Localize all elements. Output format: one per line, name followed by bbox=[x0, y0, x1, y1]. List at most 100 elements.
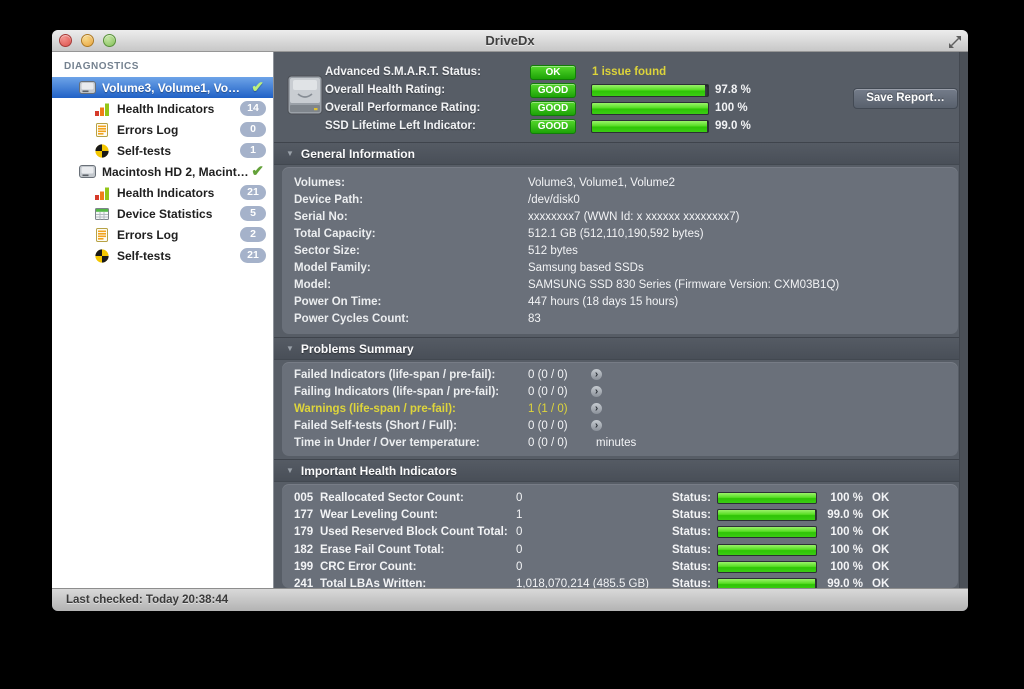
title-bar[interactable]: DriveDx bbox=[52, 30, 968, 52]
disclosure-triangle-icon[interactable]: ▼ bbox=[286, 344, 294, 353]
status-badge: GOOD bbox=[530, 118, 576, 134]
info-row: Device Path:/dev/disk0 bbox=[294, 193, 580, 206]
indicator-row: 241 Total LBAs Written: 1,018,070,214 (485… bbox=[294, 575, 946, 588]
hard-drive-icon bbox=[78, 165, 96, 178]
sidebar-item-label: Health Indicators bbox=[117, 185, 215, 200]
sidebar-item-health-indicators-2[interactable]: Health Indicators 21 bbox=[52, 182, 273, 203]
minimize-button[interactable] bbox=[81, 34, 94, 47]
sidebar-item-health-indicators-1[interactable]: Health Indicators 14 bbox=[52, 98, 273, 119]
vertical-scrollbar[interactable] bbox=[959, 52, 968, 588]
problem-row: Failed Indicators (life-span / pre-fail)… bbox=[294, 366, 946, 383]
performance-rating-percent: 100 % bbox=[715, 102, 748, 114]
section-title: Important Health Indicators bbox=[300, 463, 457, 478]
performance-rating-row: Overall Performance Rating: GOOD 100 % bbox=[274, 99, 968, 117]
health-rating-row: Overall Health Rating: GOOD 97.8 % bbox=[274, 81, 968, 99]
smart-status-row: Advanced S.M.A.R.T. Status: OK 1 issue f… bbox=[274, 63, 968, 81]
health-rating-percent: 97.8 % bbox=[715, 84, 751, 96]
count-badge: 5 bbox=[240, 206, 266, 221]
health-rating-label: Overall Health Rating: bbox=[325, 84, 446, 96]
indicator-row: 179 Used Reserved Block Count Total: 0 Sta… bbox=[294, 526, 890, 539]
status-bar bbox=[717, 508, 817, 521]
general-information-panel: Volumes: Volume3, Volume1, Volume2 Device… bbox=[282, 167, 958, 334]
count-badge: 2 bbox=[240, 227, 266, 242]
self-test-icon bbox=[93, 143, 111, 158]
errors-log-icon bbox=[93, 122, 111, 137]
status-bar bbox=[717, 560, 817, 573]
count-badge: 21 bbox=[240, 248, 266, 263]
problem-row-warning: Warnings (life-span / pre-fail): 1 (1 / 0… bbox=[294, 400, 946, 417]
drivedx-window: DriveDx DIAGNOSTICS Volume3, Volume1, Vo… bbox=[52, 30, 968, 611]
sidebar-item-macintosh-hd2[interactable]: Macintosh HD 2, Macint… ✔ bbox=[52, 161, 273, 182]
disclosure-triangle-icon[interactable]: ▼ bbox=[286, 149, 294, 158]
section-title: General Information bbox=[300, 146, 415, 161]
bar-chart-icon bbox=[93, 186, 111, 200]
sidebar-item-label: Errors Log bbox=[117, 227, 179, 242]
section-header-general-information[interactable]: ▼ General Information bbox=[274, 142, 968, 165]
status-bar bbox=[717, 578, 817, 588]
problem-row: Failed Self-tests (Short / Full): 0 (0 / … bbox=[294, 417, 946, 434]
count-badge: 1 bbox=[240, 143, 266, 158]
checkmark-icon: ✔ bbox=[251, 163, 264, 180]
sidebar-item-label: Self-tests bbox=[117, 143, 172, 158]
status-badge: OK bbox=[530, 64, 576, 80]
content-area: Advanced S.M.A.R.T. Status: OK 1 issue f… bbox=[274, 52, 968, 588]
detail-arrow-button[interactable]: › bbox=[590, 385, 603, 398]
detail-arrow-button[interactable]: › bbox=[590, 402, 603, 415]
table-icon bbox=[93, 207, 111, 220]
sidebar-header: DIAGNOSTICS bbox=[64, 61, 139, 72]
sidebar-item-errors-log-1[interactable]: Errors Log 0 bbox=[52, 119, 273, 140]
section-header-important-health-indicators[interactable]: ▼ Important Health Indicators bbox=[274, 459, 968, 482]
ssd-lifetime-percent: 99.0 % bbox=[715, 120, 751, 132]
close-button[interactable] bbox=[59, 34, 72, 47]
sidebar-item-device-statistics[interactable]: Device Statistics 5 bbox=[52, 203, 273, 224]
info-row: Power On Time: 447 hours (18 days 15 hour… bbox=[294, 295, 679, 308]
health-indicators-panel: 005 Reallocated Sector Count: 0 Status: 100… bbox=[282, 484, 958, 588]
sidebar-item-volume3[interactable]: Volume3, Volume1, Vo… ✔ bbox=[52, 77, 273, 98]
problems-summary-panel: Failed Indicators (life-span / pre-fail)… bbox=[282, 362, 958, 456]
status-bar bbox=[717, 526, 817, 539]
checkmark-icon: ✔ bbox=[251, 79, 264, 96]
sidebar-item-self-tests-1[interactable]: Self-tests 1 bbox=[52, 140, 273, 161]
section-header-problems-summary[interactable]: ▼ Problems Summary bbox=[274, 337, 968, 360]
status-bar bbox=[717, 543, 817, 556]
section-title: Problems Summary bbox=[300, 341, 414, 356]
info-row: Volumes: Volume3, Volume1, Volume2 bbox=[294, 176, 676, 189]
problem-row: Failing Indicators (life-span / pre-fail… bbox=[294, 383, 946, 400]
sidebar-item-label: Device Statistics bbox=[117, 206, 213, 221]
window-title: DriveDx bbox=[485, 33, 535, 48]
errors-log-icon bbox=[93, 227, 111, 242]
indicator-row: 182 Erase Fail Count Total: 0 Status: 100 %… bbox=[294, 543, 890, 556]
hard-drive-icon bbox=[78, 81, 96, 94]
count-badge: 0 bbox=[240, 122, 266, 137]
problem-row: Time in Under / Over temperature: 0 (0 / … bbox=[294, 436, 637, 449]
disclosure-triangle-icon[interactable]: ▼ bbox=[286, 466, 294, 475]
sidebar: DIAGNOSTICS Volume3, Volume1, Vo… ✔ Heal… bbox=[52, 52, 274, 588]
info-row: Total Capacity: 512.1 GB (512,110,190,592… bbox=[294, 227, 704, 240]
sidebar-item-label: Health Indicators bbox=[117, 101, 215, 116]
indicator-row: 005 Reallocated Sector Count: 0 Status: 100… bbox=[294, 491, 890, 504]
status-badge: GOOD bbox=[530, 82, 576, 98]
sidebar-item-label: Self-tests bbox=[117, 248, 172, 263]
self-test-icon bbox=[93, 248, 111, 263]
smart-summary: Advanced S.M.A.R.T. Status: OK 1 issue f… bbox=[274, 52, 968, 142]
issue-found-text: 1 issue found bbox=[592, 66, 667, 78]
bar-chart-icon bbox=[93, 102, 111, 116]
ssd-lifetime-bar bbox=[591, 119, 709, 133]
sidebar-item-label: Errors Log bbox=[117, 122, 179, 137]
info-row: Sector Size: 512 bytes bbox=[294, 244, 578, 257]
health-rating-bar bbox=[591, 83, 709, 97]
zoom-button[interactable] bbox=[103, 34, 116, 47]
fullscreen-icon[interactable] bbox=[948, 35, 962, 49]
sidebar-item-errors-log-2[interactable]: Errors Log 2 bbox=[52, 224, 273, 245]
detail-arrow-button[interactable]: › bbox=[590, 419, 603, 432]
info-row: Power Cycles Count: 83 bbox=[294, 312, 541, 325]
ssd-lifetime-label: SSD Lifetime Left Indicator: bbox=[325, 120, 476, 132]
ssd-lifetime-row: SSD Lifetime Left Indicator: GOOD 99.0 % bbox=[274, 117, 968, 135]
performance-rating-label: Overall Performance Rating: bbox=[325, 102, 481, 114]
sidebar-item-self-tests-2[interactable]: Self-tests 21 bbox=[52, 245, 273, 266]
performance-rating-bar bbox=[591, 101, 709, 115]
status-bar-text: Last checked: Today 20:38:44 bbox=[52, 588, 968, 611]
info-row: Model: SAMSUNG SSD 830 Series (Firmware V… bbox=[294, 278, 840, 291]
detail-arrow-button[interactable]: › bbox=[590, 368, 603, 381]
save-report-button[interactable]: Save Report… bbox=[853, 88, 958, 109]
